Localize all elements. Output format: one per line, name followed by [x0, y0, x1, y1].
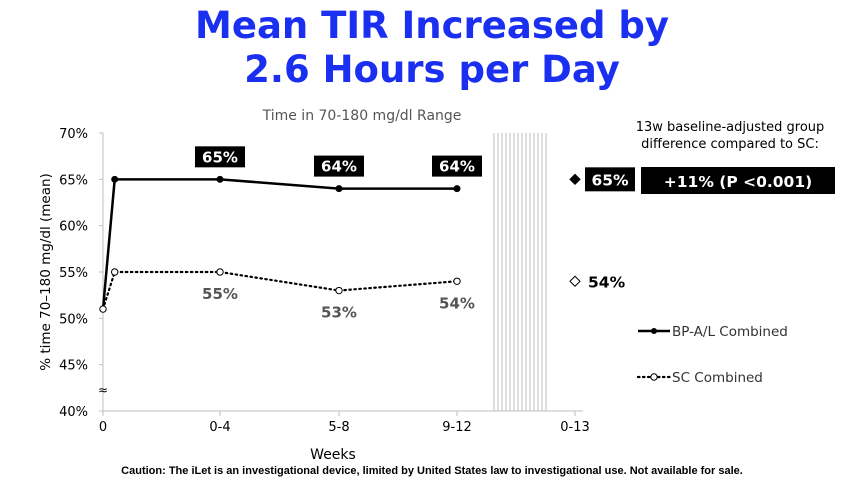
final-diamond-marker — [569, 173, 581, 186]
difference-text: +11% (P <0.001) — [664, 173, 812, 191]
y-tick-label: 50% — [59, 312, 88, 327]
data-point — [111, 268, 119, 276]
legend-label-bp-al: BP-A/L Combined — [672, 324, 788, 340]
data-point — [99, 305, 107, 313]
y-tick-label: 60% — [59, 220, 88, 235]
difference-box — [641, 167, 835, 194]
annotation-heading-line-1: 13w baseline-adjusted group — [636, 120, 825, 135]
chart-title: Time in 70-180 mg/dl Range — [262, 108, 462, 124]
data-label: 55% — [202, 285, 238, 303]
annotation-heading-line-2: difference compared to SC: — [641, 137, 819, 152]
data-label: 53% — [321, 304, 357, 322]
legend-entry-bp-al: BP-A/L Combined — [638, 324, 788, 340]
data-label-box — [195, 146, 245, 168]
y-tick-label: 40% — [59, 405, 88, 420]
slide-title: Mean TIR Increased by 2.6 Hours per Day — [0, 4, 864, 92]
y-tick-label: 65% — [59, 173, 88, 188]
data-point — [335, 185, 343, 193]
data-point — [453, 277, 461, 285]
data-label-box — [314, 155, 364, 177]
data-label: 54% — [439, 294, 475, 312]
legend-entry-sc: SC Combined — [636, 370, 763, 386]
data-point — [216, 268, 224, 276]
x-tick-label: 5-8 — [328, 420, 349, 435]
title-line-2: 2.6 Hours per Day — [244, 48, 620, 91]
final-label: 65% — [591, 171, 629, 189]
x-tick-label: 0 — [99, 420, 107, 435]
data-point — [453, 185, 461, 193]
data-label: 64% — [321, 158, 357, 176]
legend: BP-A/L Combined SC Combined — [636, 324, 788, 386]
axis-break-symbol: ≈ — [98, 383, 108, 397]
series-line-bp-al — [101, 178, 457, 310]
data-point — [111, 175, 119, 183]
final-label-box — [585, 167, 635, 192]
data-point — [216, 175, 224, 183]
x-tick-label: 0-13 — [560, 420, 590, 435]
x-tick-label: 0-4 — [209, 420, 230, 435]
x-tick-label: 9-12 — [442, 420, 472, 435]
legend-label-sc: SC Combined — [672, 370, 763, 386]
data-label: 65% — [202, 148, 238, 166]
y-tick-label: 45% — [59, 359, 88, 374]
x-axis-label: Weeks — [310, 447, 356, 463]
series-line-sc — [101, 270, 459, 311]
data-label-box — [432, 155, 482, 177]
data-point — [335, 286, 343, 295]
data-label: 64% — [439, 158, 475, 176]
final-diamond-marker — [569, 275, 581, 287]
title-line-1: Mean TIR Increased by — [195, 4, 669, 47]
hatched-break-region — [492, 133, 550, 411]
y-tick-label: 55% — [59, 266, 88, 281]
y-axis-label: % time 70–180 mg/dl (mean) — [38, 173, 54, 371]
caution-caption: Caution: The iLet is an investigational … — [121, 465, 743, 477]
final-label: 54% — [588, 273, 626, 291]
y-tick-label: 70% — [59, 127, 88, 142]
